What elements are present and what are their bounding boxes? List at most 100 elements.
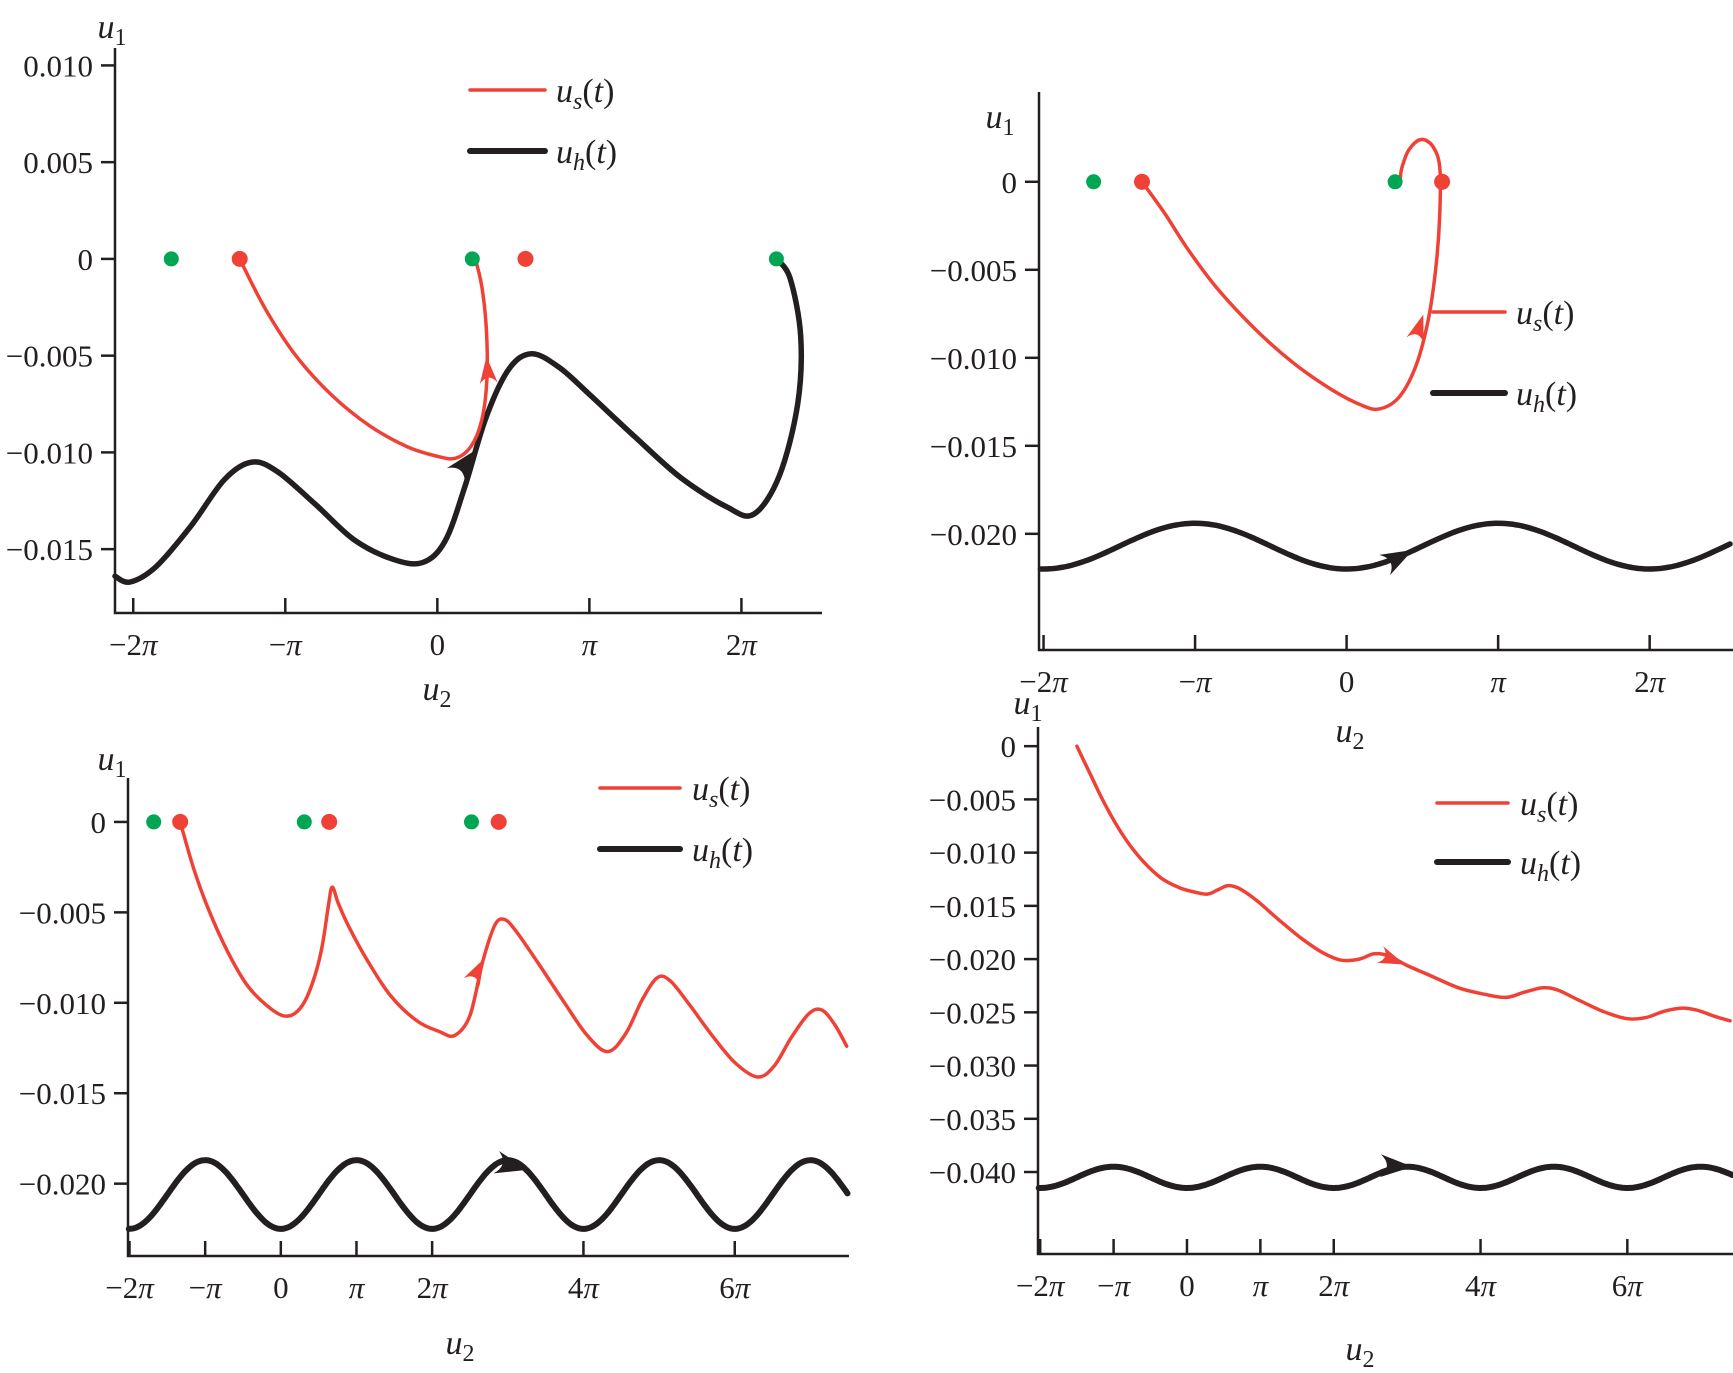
curves — [1037, 137, 1733, 576]
legend-label-uh: uh(t) — [692, 832, 753, 874]
y-tick-label: −0.015 — [19, 1076, 106, 1111]
axis-ticks: −2π −π 0 π 2π 0.010 0.005 0 −0.005 −0.010 −0.015 — [6, 48, 759, 662]
direction-arrow-us — [479, 356, 498, 385]
equilibrium-dot — [296, 814, 312, 830]
y-tick-label: −0.025 — [929, 995, 1016, 1030]
trajectory-uh-curve — [1035, 1163, 1733, 1191]
direction-arrow-us — [1376, 946, 1405, 965]
axis-ticks: −2π −π 0 π 2π 4π 6π 0 −0.005 −0.010 −0.015 −0.020 — [19, 805, 752, 1305]
equilibrium-dot — [517, 250, 534, 267]
plot-top-right: −2π −π 0 π 2π0−0.005−0.010−0.015−0.020us(t)u… — [930, 92, 1733, 755]
equilibrium-points — [163, 250, 784, 267]
equilibrium-dot — [172, 813, 189, 830]
plot-top-left: −2π −π 0 π 2π 0.010 0.005 0 −0.005 −0.010 −0.015 us… — [6, 9, 822, 713]
plot-bottom-left: −2π −π 0 π 2π 4π 6π 0 −0.005 −0.010 −0.015 −0.020 us… — [19, 741, 851, 1367]
y-tick-label: −0.015 — [6, 532, 93, 567]
y-axis-title: u1 — [98, 9, 127, 51]
equilibrium-points — [1086, 173, 1451, 190]
y-tick-label: −0.010 — [930, 341, 1017, 376]
axes-spines — [126, 778, 849, 1258]
curves — [125, 820, 851, 1232]
y-tick-label: 0 — [1001, 729, 1017, 764]
x-tick-label: 2π — [1634, 664, 1667, 699]
y-tick-label: −0.010 — [929, 836, 1016, 871]
x-tick-label: 6π — [1612, 1268, 1645, 1303]
y-tick-label: 0 — [78, 242, 94, 277]
x-tick-label: π — [349, 1270, 366, 1305]
x-tick-label: −π — [1179, 664, 1213, 699]
direction-arrow-us — [463, 958, 485, 987]
legend: us(t) uh(t) — [1434, 786, 1581, 887]
curves — [112, 256, 805, 586]
y-tick-label: 0 — [91, 805, 107, 840]
direction-arrow-us — [1406, 314, 1424, 343]
y-tick-label: −0.020 — [19, 1167, 106, 1202]
y-tick-label: 0.005 — [23, 145, 93, 180]
x-tick-label: 2π — [726, 627, 759, 662]
x-axis-title: u2 — [446, 1325, 475, 1367]
y-tick-label: −0.010 — [19, 986, 106, 1021]
equilibrium-dot — [1086, 174, 1102, 190]
x-tick-label: 2π — [1318, 1268, 1351, 1303]
x-axis-title: u2 — [1336, 713, 1365, 755]
legend-label-uh: uh(t) — [556, 134, 617, 176]
x-tick-label: −2π — [105, 1270, 155, 1305]
x-axis-title: u2 — [423, 671, 452, 713]
trajectory-uh-curve — [112, 256, 805, 586]
y-axis-title: u1 — [1014, 685, 1043, 727]
x-tick-label: π — [582, 627, 599, 662]
y-tick-label: −0.015 — [929, 889, 1016, 924]
equilibrium-dot — [490, 813, 507, 830]
legend-label-uh: uh(t) — [1516, 376, 1577, 418]
axes-spines — [1037, 92, 1733, 652]
equilibrium-dot — [464, 814, 479, 830]
legend: us(t) uh(t) — [467, 73, 617, 176]
x-tick-label: −π — [189, 1270, 223, 1305]
axes-spines — [113, 48, 822, 615]
x-tick-label: −2π — [1016, 1268, 1066, 1303]
axis-ticks: −2π −π 0 π 2π 4π 6π 0 −0.005 −0.010 −0.015 −0.020 −0… — [929, 729, 1645, 1303]
legend-label-us: us(t) — [556, 73, 614, 115]
y-tick-label: −0.005 — [6, 339, 93, 374]
trajectory-us-curve — [1140, 137, 1443, 412]
y-tick-label: −0.005 — [930, 253, 1017, 288]
y-tick-label: −0.020 — [930, 517, 1017, 552]
x-tick-label: 0 — [1339, 664, 1355, 699]
x-tick-label: −π — [1097, 1268, 1131, 1303]
x-axis-title: u2 — [1346, 1331, 1375, 1373]
legend: us(t) uh(t) — [1430, 295, 1577, 418]
equilibrium-dot — [1434, 173, 1451, 190]
y-axis-title: u1 — [98, 741, 127, 783]
y-tick-label: −0.005 — [929, 782, 1016, 817]
x-tick-label: 0 — [430, 627, 446, 662]
legend-label-uh: uh(t) — [1520, 845, 1581, 887]
y-tick-label: −0.035 — [929, 1102, 1016, 1137]
y-tick-label: −0.005 — [19, 895, 106, 930]
y-tick-label: −0.030 — [929, 1049, 1016, 1084]
equilibrium-points — [146, 813, 507, 830]
y-tick-label: −0.020 — [929, 942, 1016, 977]
trajectory-uh-curve — [1037, 520, 1733, 572]
legend-label-us: us(t) — [692, 771, 750, 813]
equilibrium-dot — [163, 251, 179, 267]
y-tick-label: −0.010 — [6, 435, 93, 470]
x-tick-label: 4π — [1465, 1268, 1498, 1303]
y-tick-label: 0 — [1002, 165, 1018, 200]
trajectory-us-curve — [237, 257, 490, 461]
x-tick-label: 6π — [719, 1270, 752, 1305]
equilibrium-dot — [321, 813, 338, 830]
equilibrium-dot — [146, 814, 162, 830]
x-tick-label: 2π — [417, 1270, 450, 1305]
equilibrium-dot — [464, 251, 480, 267]
x-tick-label: π — [1490, 664, 1507, 699]
direction-arrow-uh — [446, 450, 476, 483]
axes-spines — [1036, 727, 1733, 1256]
y-axis-title: u1 — [986, 99, 1015, 141]
y-tick-label: −0.040 — [929, 1155, 1016, 1190]
equilibrium-dot — [768, 251, 784, 267]
plot-bottom-right: −2π −π 0 π 2π 4π 6π 0 −0.005 −0.010 −0.015 −0.020 −0… — [929, 685, 1733, 1373]
trajectory-us-curve — [1075, 744, 1732, 1023]
equilibrium-dot — [231, 250, 248, 267]
y-tick-label: 0.010 — [23, 48, 93, 83]
